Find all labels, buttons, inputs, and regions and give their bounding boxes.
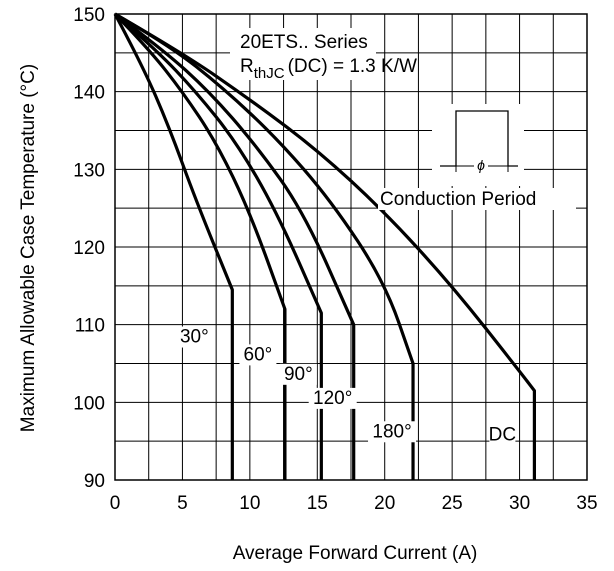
curve-label-dc: DC — [489, 424, 516, 445]
curve-label-60deg: 60° — [244, 344, 273, 365]
y-axis-label: Maximum Allowable Case Temperature (°C) — [18, 64, 39, 432]
x-tick-label: 35 — [576, 493, 597, 514]
conduction-symbol: ϕ — [477, 157, 485, 173]
y-tick-label: 90 — [84, 471, 105, 492]
curve-label-180deg: 180° — [372, 421, 411, 442]
x-tick-label: 5 — [177, 493, 188, 514]
x-tick-label: 0 — [110, 493, 121, 514]
x-tick-label: 30 — [509, 493, 530, 514]
rth-subscript: thJC — [254, 65, 285, 82]
conduction-inset-bg — [432, 104, 524, 186]
rth-suffix: (DC) = 1.3 K/W — [288, 56, 417, 77]
y-tick-label: 140 — [73, 83, 105, 104]
x-tick-label: 10 — [239, 493, 260, 514]
rth-prefix: R — [240, 56, 254, 77]
x-axis-label: Average Forward Current (A) — [233, 543, 478, 564]
y-tick-label: 150 — [73, 5, 105, 26]
curve-label-90deg: 90° — [284, 364, 313, 385]
x-tick-label: 25 — [442, 493, 463, 514]
series-name-annotation: 20ETS.. Series — [240, 32, 368, 53]
curve-label-120deg: 120° — [313, 388, 352, 409]
x-tick-label: 15 — [307, 493, 328, 514]
x-tick-label: 20 — [374, 493, 395, 514]
y-tick-label: 110 — [75, 316, 105, 337]
y-tick-label: 100 — [73, 393, 105, 414]
y-tick-label: 120 — [73, 238, 105, 259]
conduction-period-label: Conduction Period — [380, 189, 536, 210]
curve-label-30deg: 30° — [180, 327, 209, 348]
y-tick-label: 130 — [73, 160, 105, 181]
